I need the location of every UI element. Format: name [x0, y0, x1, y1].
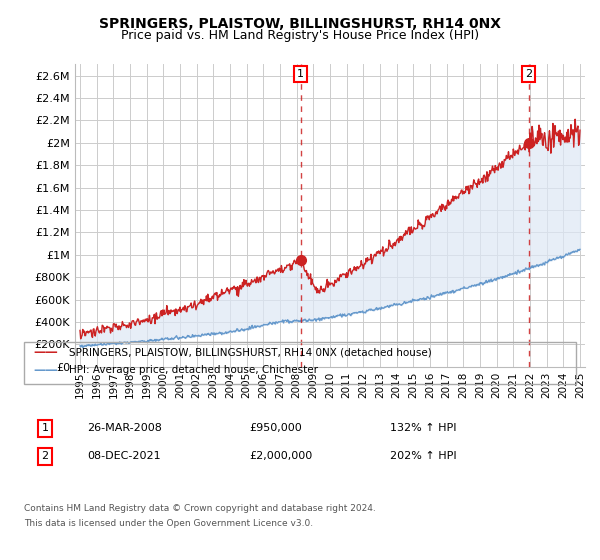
Text: 202% ↑ HPI: 202% ↑ HPI [390, 451, 457, 461]
Text: This data is licensed under the Open Government Licence v3.0.: This data is licensed under the Open Gov… [24, 519, 313, 528]
Text: 2: 2 [525, 69, 532, 79]
Text: ——: —— [33, 346, 58, 359]
Text: 1: 1 [41, 423, 49, 433]
Text: SPRINGERS, PLAISTOW, BILLINGSHURST, RH14 0NX (detached house): SPRINGERS, PLAISTOW, BILLINGSHURST, RH14… [69, 347, 432, 357]
Text: 26-MAR-2008: 26-MAR-2008 [87, 423, 162, 433]
Text: Price paid vs. HM Land Registry's House Price Index (HPI): Price paid vs. HM Land Registry's House … [121, 29, 479, 42]
Text: SPRINGERS, PLAISTOW, BILLINGSHURST, RH14 0NX: SPRINGERS, PLAISTOW, BILLINGSHURST, RH14… [99, 17, 501, 31]
Text: 2: 2 [41, 451, 49, 461]
Text: 132% ↑ HPI: 132% ↑ HPI [390, 423, 457, 433]
Text: HPI: Average price, detached house, Chichester: HPI: Average price, detached house, Chic… [69, 365, 318, 375]
Text: ——: —— [33, 364, 58, 377]
Text: £2,000,000: £2,000,000 [249, 451, 312, 461]
Text: £950,000: £950,000 [249, 423, 302, 433]
Text: 08-DEC-2021: 08-DEC-2021 [87, 451, 161, 461]
Text: 1: 1 [297, 69, 304, 79]
Text: Contains HM Land Registry data © Crown copyright and database right 2024.: Contains HM Land Registry data © Crown c… [24, 504, 376, 513]
